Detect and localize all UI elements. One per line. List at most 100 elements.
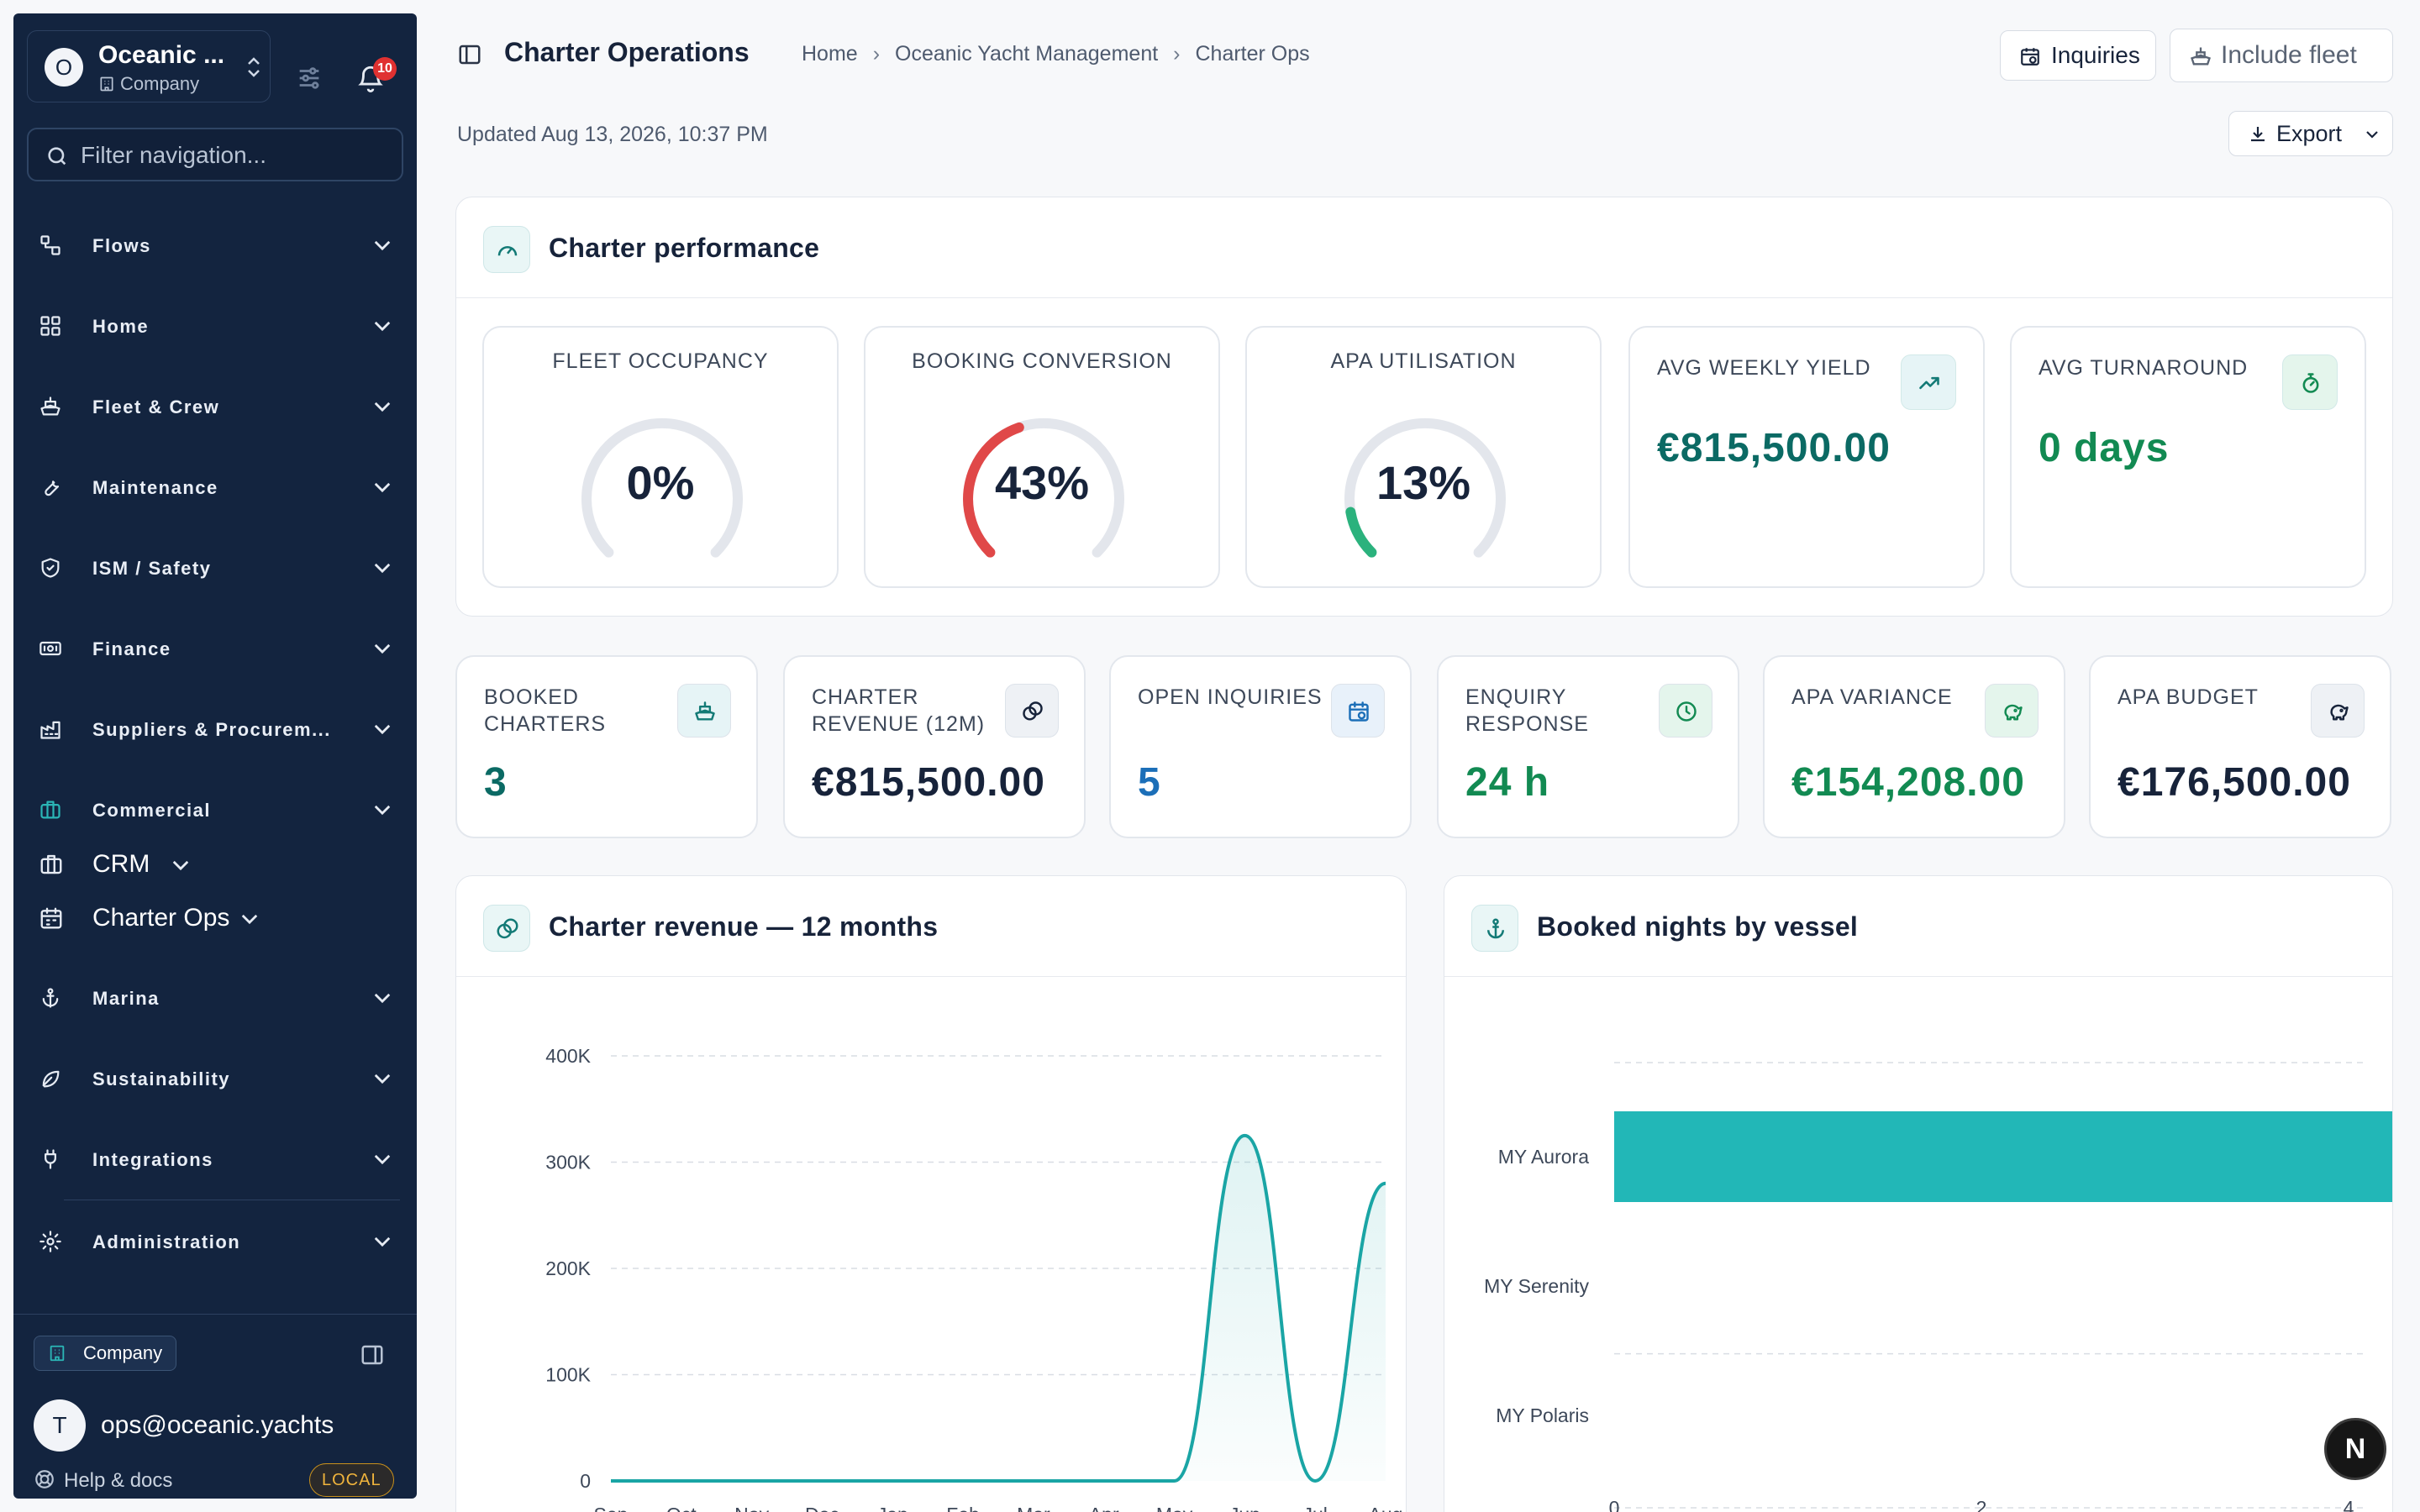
nav-item-finance[interactable]: Finance	[27, 622, 403, 675]
gauge-label: FLEET OCCUPANCY	[552, 349, 769, 373]
nav-item-suppliers-procurem[interactable]: Suppliers & Procurem...	[27, 702, 403, 756]
flows-icon	[40, 235, 60, 255]
stat-label: OPEN INQUIRIES	[1138, 685, 1323, 709]
gauge-ring	[581, 417, 743, 558]
chevron-down-icon	[172, 860, 189, 871]
revenue-line	[611, 1133, 1386, 1483]
nav-item-commercial[interactable]: Commercial	[27, 783, 403, 837]
stat-card-apa-variance: APA VARIANCE €154,208.00	[1763, 655, 2065, 838]
nav-filter-input[interactable]	[81, 139, 392, 171]
stat-value: €815,500.00	[812, 760, 1045, 805]
nav-item-ism-safety[interactable]: ISM / Safety	[27, 541, 403, 595]
y-tick-label: 0	[580, 1470, 591, 1492]
breadcrumb-current: Charter Ops	[1195, 42, 1310, 66]
sidebar-panel-icon[interactable]	[457, 42, 482, 67]
metric-label: AVG WEEKLY YIELD	[1657, 356, 1871, 380]
nav-item-administration[interactable]: Administration	[27, 1215, 403, 1268]
chevron-down-icon	[374, 805, 391, 816]
x-tick-label: Dec	[805, 1504, 839, 1512]
stat-label: BOOKED CHARTERS	[484, 685, 607, 736]
nights-chart-title: Booked nights by vessel	[1537, 911, 1859, 942]
nav-item-fleet-crew[interactable]: Fleet & Crew	[27, 380, 403, 433]
calendar-clock-icon	[1349, 701, 1369, 722]
help-link[interactable]: Help & docs	[34, 1468, 172, 1493]
gauge-card-apa-utilisation: APA UTILISATION 13%	[1245, 326, 1602, 588]
nav-item-label: Suppliers & Procurem...	[92, 719, 331, 740]
ship-icon	[40, 396, 60, 416]
nav-item-integrations[interactable]: Integrations	[27, 1132, 403, 1186]
nav-item-label: Administration	[92, 1231, 241, 1252]
user-email[interactable]: ops@oceanic.yachts	[101, 1411, 334, 1439]
download-icon	[2251, 127, 2265, 142]
building-icon	[50, 1345, 65, 1362]
gauge-card-booking-conversion: BOOKING CONVERSION 43%	[864, 326, 1220, 588]
nav-subitem-label: Charter Ops	[92, 904, 230, 932]
y-tick-label: MY Polaris	[1496, 1404, 1589, 1426]
stat-card-booked-charters: BOOKED CHARTERS 3	[455, 655, 758, 838]
export-button[interactable]: Export	[2228, 111, 2393, 156]
include-fleet-button[interactable]: Include fleet	[2170, 29, 2393, 82]
nav-item-flows[interactable]: Flows	[27, 218, 403, 272]
sidebar: O Oceanic ... Company 10 Flows Home Fleet …	[13, 13, 417, 1499]
gear-icon	[39, 1231, 61, 1252]
revenue-chart-title: Charter revenue — 12 months	[549, 911, 939, 942]
nav-item-label: ISM / Safety	[92, 558, 212, 579]
coins-icon	[1023, 701, 1043, 721]
x-tick-label: Aug	[1369, 1504, 1403, 1512]
company-chip[interactable]: Company	[34, 1336, 177, 1371]
bell-icon[interactable]	[356, 64, 385, 92]
page-title: Charter Operations	[504, 37, 750, 67]
coins-icon-box	[483, 905, 530, 952]
stat-label: APA VARIANCE	[1791, 685, 1953, 709]
nav-filter[interactable]	[27, 128, 403, 181]
breadcrumb-home[interactable]: Home	[802, 42, 858, 66]
nav-item-sustainability[interactable]: Sustainability	[27, 1052, 403, 1105]
assistant-button[interactable]: N	[2324, 1418, 2386, 1480]
stat-value: €176,500.00	[2118, 760, 2351, 805]
stat-card-apa-budget: APA BUDGET €176,500.00	[2089, 655, 2391, 838]
chevron-down-icon	[374, 240, 391, 251]
grid-icon	[40, 316, 60, 336]
user-avatar[interactable]: T	[34, 1399, 86, 1452]
stat-value: 24 h	[1465, 760, 1550, 805]
anchor-icon	[1487, 918, 1504, 939]
briefcase-icon	[40, 801, 60, 819]
sliders-icon[interactable]	[294, 64, 324, 92]
y-tick-label: 200K	[545, 1257, 591, 1279]
main-content: Charter Operations Home › Oceanic Yacht Ma…	[417, 0, 2420, 1512]
gauge-track	[581, 417, 743, 558]
factory-icon	[40, 721, 60, 739]
company-chip-label: Company	[83, 1342, 163, 1363]
metric-card-avg-weekly-yield: AVG WEEKLY YIELD €815,500.00	[1628, 326, 1985, 588]
wrench-icon	[45, 480, 60, 496]
x-tick-label: Mar	[1017, 1504, 1050, 1512]
stat-card-open-inquiries: OPEN INQUIRIES 5	[1109, 655, 1412, 838]
gauge-ring	[963, 417, 1124, 558]
piggy-bank-icon	[2330, 704, 2349, 721]
x-tick-label: 2	[1976, 1497, 1987, 1512]
nav-item-label: Sustainability	[92, 1068, 231, 1089]
metric-value: €815,500.00	[1657, 426, 1891, 470]
x-tick-label: Nov	[734, 1504, 769, 1512]
panel-header: Charter performance	[456, 197, 2392, 298]
sidebar-toggle-icon[interactable]	[360, 1342, 385, 1368]
chevron-down-icon	[374, 563, 391, 574]
piggy-bank-icon	[2004, 704, 2023, 721]
plug-icon	[45, 1149, 56, 1169]
nav-item-marina[interactable]: Marina	[27, 971, 403, 1025]
nav-subitem-label: CRM	[92, 850, 150, 878]
nav-item-label: Integrations	[92, 1149, 213, 1170]
gauge-label: BOOKING CONVERSION	[912, 349, 1172, 373]
nav-item-home[interactable]: Home	[27, 299, 403, 353]
nav-item-maintenance[interactable]: Maintenance	[27, 460, 403, 514]
inquiries-label: Inquiries	[2051, 42, 2140, 68]
panel-title: Charter performance	[549, 233, 820, 263]
clock-icon	[1676, 701, 1697, 722]
breadcrumb-org[interactable]: Oceanic Yacht Management	[895, 42, 1159, 66]
nav-item-label: Home	[92, 316, 150, 337]
org-switcher[interactable]: O Oceanic ... Company	[27, 30, 271, 102]
chevrons-up-down-icon	[248, 57, 260, 77]
inquiries-button[interactable]: Inquiries	[2000, 30, 2156, 81]
stat-label: CHARTER REVENUE (12M)	[812, 685, 986, 736]
y-tick-label: 400K	[545, 1045, 591, 1067]
